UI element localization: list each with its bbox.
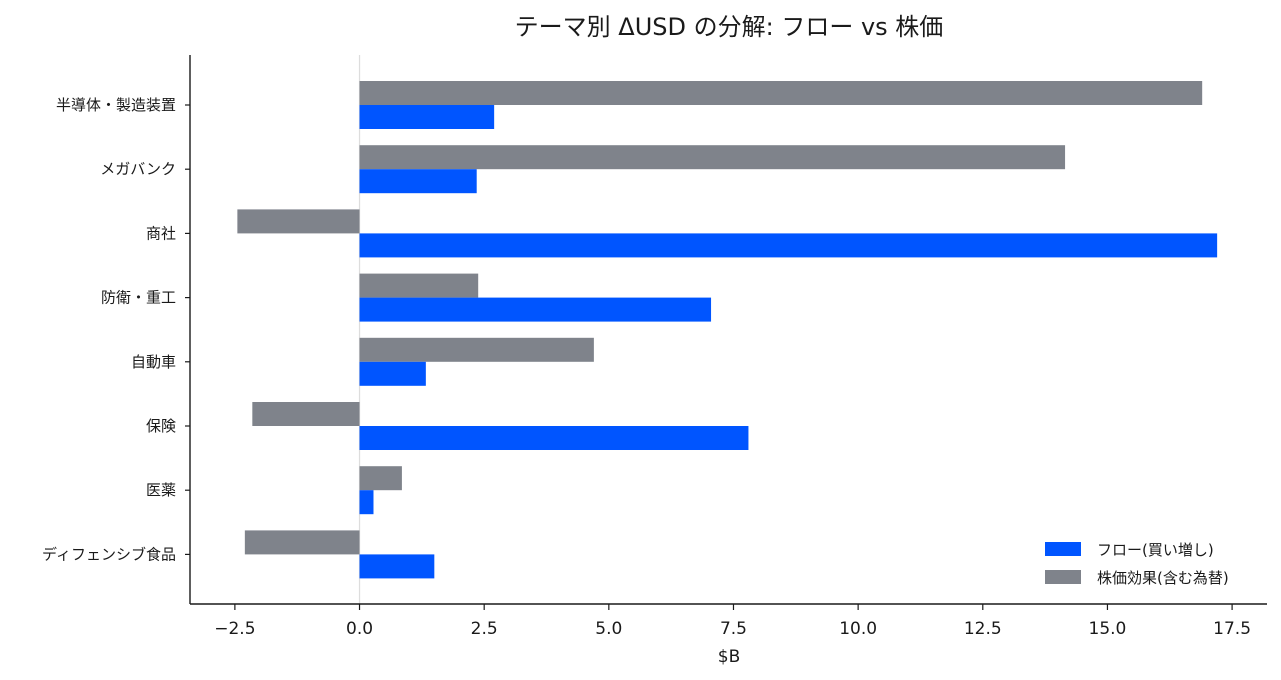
x-tick-label-2: 2.5 [471,619,498,639]
chart-title: テーマ別 ΔUSD の分解: フロー vs 株価 [515,13,944,41]
bar-stock-0 [359,81,1203,105]
bar-stock-4 [359,337,594,362]
x-tick-label-5: 10.0 [839,619,877,639]
legend-swatch-1 [1045,570,1081,584]
legend-label-0: フロー(買い増し) [1097,541,1214,559]
y-tick-label-0: 半導体・製造装置 [56,96,176,114]
y-tick-label-6: 医薬 [146,481,176,499]
y-tick-label-1: メガバンク [100,160,176,178]
bar-flow-7 [359,554,435,579]
x-axis-label: $B [718,647,740,667]
x-tick-label-8: 17.5 [1213,619,1251,639]
bar-stock-7 [244,530,360,555]
bar-flow-1 [359,169,477,194]
legend-label-1: 株価効果(含む為替) [1097,569,1229,587]
bar-flow-6 [359,490,374,515]
bar-flow-2 [359,233,1218,258]
bar-stock-1 [359,145,1066,170]
legend: フロー(買い増し) 株価効果(含む為替) [1045,541,1229,587]
bar-stock-3 [359,273,479,298]
bar-stock-5 [252,402,360,426]
x-tick-label-4: 7.5 [720,619,747,639]
bar-flow-3 [359,297,712,322]
bar-flow-5 [359,426,749,450]
y-tick-label-3: 防衛・重工 [101,289,176,307]
y-tick-label-4: 自動車 [131,353,176,371]
legend-swatch-0 [1045,542,1081,556]
y-tick-label-2: 商社 [146,224,176,242]
x-tick-label-3: 5.0 [595,619,622,639]
y-tick-label-7: ディフェンシブ食品 [42,545,176,563]
x-tick-label-1: 0.0 [346,619,373,639]
y-tick-label-5: 保険 [146,417,176,435]
bar-flow-0 [359,105,495,129]
x-tick-label-6: 12.5 [964,619,1002,639]
bar-stock-6 [359,466,402,491]
x-tick-label-0: −2.5 [214,619,255,639]
bar-flow-4 [359,361,426,386]
bar-stock-2 [237,209,360,234]
x-tick-label-7: 15.0 [1089,619,1127,639]
